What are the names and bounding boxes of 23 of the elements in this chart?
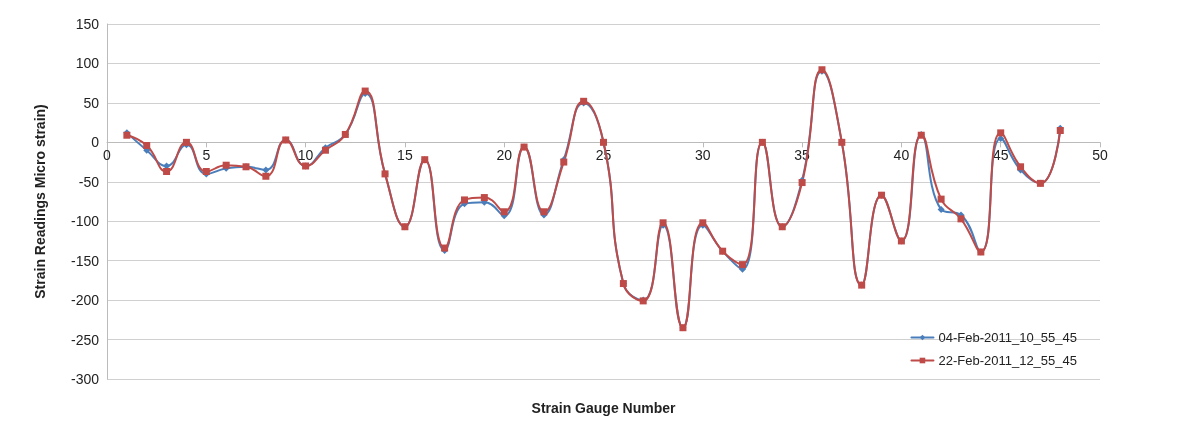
y-axis-title: Strain Readings Micro strain) bbox=[32, 104, 48, 299]
x-tick-label: 15 bbox=[397, 147, 413, 164]
y-tick-label: 100 bbox=[75, 55, 100, 72]
x-tick-label: 50 bbox=[1092, 147, 1108, 164]
y-tick-label: -100 bbox=[70, 213, 100, 230]
y-tick-label: 150 bbox=[75, 16, 100, 32]
y-tick-label: 0 bbox=[91, 134, 100, 151]
y-tick-label: -250 bbox=[70, 331, 100, 348]
x-tick-label: 45 bbox=[992, 147, 1009, 164]
y-tick-label: -300 bbox=[70, 371, 100, 387]
x-tick-label: 40 bbox=[893, 147, 910, 164]
y-tick-label: -50 bbox=[78, 173, 100, 190]
x-axis-title: Strain Gauge Number bbox=[531, 400, 677, 416]
legend-label: 22-Feb-2011_12_55_45 bbox=[938, 353, 1077, 368]
x-tick-label: 10 bbox=[297, 147, 314, 164]
x-tick-label: 20 bbox=[496, 147, 513, 164]
x-tick-label: 30 bbox=[695, 147, 711, 164]
y-tick-label: -150 bbox=[70, 252, 100, 269]
y-tick-label: -200 bbox=[70, 292, 100, 309]
y-tick-label: 50 bbox=[83, 94, 100, 111]
x-tick-label: 5 bbox=[202, 147, 211, 164]
legend-label: 04-Feb-2011_10_55_45 bbox=[938, 330, 1077, 345]
x-tick-label: 0 bbox=[103, 147, 112, 164]
